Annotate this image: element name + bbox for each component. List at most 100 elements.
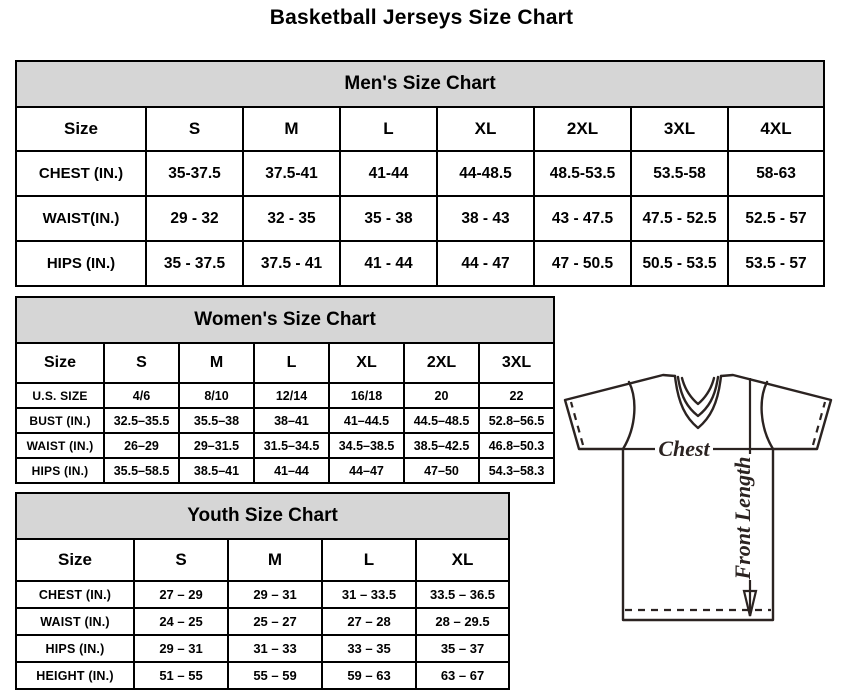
table-row: U.S. SIZE 4/6 8/10 12/14 16/18 20 22 — [15, 382, 556, 409]
womens-cell: 52.8–56.5 — [477, 407, 556, 434]
youth-band-row: Youth Size Chart — [14, 492, 511, 540]
youth-cell: 31 – 33 — [227, 634, 323, 663]
womens-row-label: WAIST (IN.) — [15, 432, 105, 459]
womens-band-row: Women's Size Chart — [14, 296, 556, 344]
youth-cell: 24 – 25 — [133, 607, 229, 636]
youth-cell: 59 – 63 — [321, 661, 417, 690]
table-row: HIPS (IN.) 35 - 37.5 37.5 - 41 41 - 44 4… — [15, 240, 826, 287]
womens-col-header: S — [103, 342, 180, 384]
womens-cell: 26–29 — [103, 432, 180, 459]
womens-cell: 38–41 — [253, 407, 330, 434]
page-title: Basketball Jerseys Size Chart — [269, 6, 574, 29]
mens-cell: 47 - 50.5 — [533, 240, 632, 287]
mens-row-label: HIPS (IN.) — [15, 240, 147, 287]
womens-band-title: Women's Size Chart — [14, 296, 556, 344]
front-length-measure-label: Front Length — [730, 457, 755, 581]
youth-col-header: S — [133, 538, 229, 582]
womens-col-header: M — [178, 342, 255, 384]
youth-row-label: HIPS (IN.) — [15, 634, 135, 663]
womens-cell: 20 — [403, 382, 480, 409]
mens-cell: 41-44 — [339, 150, 438, 197]
womens-cell: 44–47 — [328, 457, 405, 484]
table-row: WAIST (IN.) 26–29 29–31.5 31.5–34.5 34.5… — [15, 432, 556, 459]
mens-cell: 58-63 — [726, 150, 826, 197]
womens-cell: 32.5–35.5 — [103, 407, 180, 434]
mens-row-label: WAIST(IN.) — [15, 195, 147, 242]
womens-cell: 35.5–58.5 — [103, 457, 180, 484]
mens-col-header: S — [145, 106, 244, 152]
womens-cell: 47–50 — [403, 457, 480, 484]
mens-cell: 48.5-53.5 — [533, 150, 632, 197]
mens-cell: 35-37.5 — [145, 150, 244, 197]
womens-row-label: U.S. SIZE — [15, 382, 105, 409]
womens-col-header: 3XL — [477, 342, 556, 384]
womens-cell: 12/14 — [253, 382, 330, 409]
womens-cell: 46.8–50.3 — [477, 432, 556, 459]
mens-col-header: M — [242, 106, 341, 152]
womens-cell: 41–44.5 — [328, 407, 405, 434]
youth-cell: 55 – 59 — [227, 661, 323, 690]
womens-cell: 54.3–58.3 — [477, 457, 556, 484]
womens-cell: 4/6 — [103, 382, 180, 409]
mens-band-row: Men's Size Chart — [14, 60, 826, 108]
table-row: BUST (IN.) 32.5–35.5 35.5–38 38–41 41–44… — [15, 407, 556, 434]
jersey-right-sleeve-outline — [719, 373, 833, 451]
mens-cell: 29 - 32 — [145, 195, 244, 242]
mens-cell: 50.5 - 53.5 — [630, 240, 729, 287]
womens-row-label: HIPS (IN.) — [15, 457, 105, 484]
youth-header-row: Size S M L XL — [15, 538, 511, 582]
jersey-left-sleeve-outline — [563, 373, 677, 451]
table-row: HIPS (IN.) 29 – 31 31 – 33 33 – 35 35 – … — [15, 634, 511, 663]
mens-col-header: 3XL — [630, 106, 729, 152]
jersey-right-armhole — [760, 380, 775, 451]
mens-size-table: Men's Size Chart Size S M L XL 2XL 3XL 4… — [14, 60, 826, 287]
youth-cell: 33.5 – 36.5 — [414, 580, 511, 609]
womens-row-label: BUST (IN.) — [15, 407, 105, 434]
youth-cell: 33 – 35 — [321, 634, 417, 663]
womens-cell: 44.5–48.5 — [403, 407, 480, 434]
youth-cell: 25 – 27 — [227, 607, 323, 636]
womens-cell: 38.5–41 — [178, 457, 255, 484]
jersey-neckline-outer — [673, 374, 723, 430]
jersey-torso-outline — [621, 447, 775, 622]
womens-col-header: L — [253, 342, 330, 384]
table-row: HIPS (IN.) 35.5–58.5 38.5–41 41–44 44–47… — [15, 457, 556, 484]
table-row: HEIGHT (IN.) 51 – 55 55 – 59 59 – 63 63 … — [15, 661, 511, 690]
youth-row-label: WAIST (IN.) — [15, 607, 135, 636]
mens-cell: 53.5-58 — [630, 150, 729, 197]
table-row: CHEST (IN.) 27 – 29 29 – 31 31 – 33.5 33… — [15, 580, 511, 609]
mens-cell: 37.5 - 41 — [242, 240, 341, 287]
front-length-arrow-icon — [742, 589, 758, 617]
mens-header-row: Size S M L XL 2XL 3XL 4XL — [15, 106, 826, 152]
mens-cell: 35 - 37.5 — [145, 240, 244, 287]
table-row: WAIST(IN.) 29 - 32 32 - 35 35 - 38 38 - … — [15, 195, 826, 242]
mens-cell: 38 - 43 — [436, 195, 535, 242]
table-row: CHEST (IN.) 35-37.5 37.5-41 41-44 44-48.… — [15, 150, 826, 197]
youth-row-label: HEIGHT (IN.) — [15, 661, 135, 690]
mens-col-header: 4XL — [726, 106, 826, 152]
youth-band-title: Youth Size Chart — [14, 492, 511, 540]
mens-cell: 52.5 - 57 — [726, 195, 826, 242]
youth-cell: 31 – 33.5 — [321, 580, 417, 609]
mens-cell: 37.5-41 — [242, 150, 341, 197]
womens-cell: 38.5–42.5 — [403, 432, 480, 459]
womens-cell: 8/10 — [178, 382, 255, 409]
womens-cell: 29–31.5 — [178, 432, 255, 459]
youth-cell: 63 – 67 — [414, 661, 511, 690]
jersey-diagram: Chest Front Length — [545, 348, 843, 673]
youth-size-table: Youth Size Chart Size S M L XL CHEST (IN… — [14, 492, 511, 690]
mens-cell: 43 - 47.5 — [533, 195, 632, 242]
youth-cell: 27 – 28 — [321, 607, 417, 636]
chest-measure-label: Chest — [658, 436, 710, 461]
womens-cell: 41–44 — [253, 457, 330, 484]
jersey-left-armhole — [621, 380, 636, 451]
womens-header-row: Size S M L XL 2XL 3XL — [15, 342, 556, 384]
youth-col-header: L — [321, 538, 417, 582]
jersey-neckline-inner — [680, 376, 716, 406]
mens-col-header: XL — [436, 106, 535, 152]
youth-cell: 29 – 31 — [227, 580, 323, 609]
mens-row-label: CHEST (IN.) — [15, 150, 147, 197]
youth-cell: 27 – 29 — [133, 580, 229, 609]
mens-cell: 44-48.5 — [436, 150, 535, 197]
womens-cell: 22 — [477, 382, 556, 409]
